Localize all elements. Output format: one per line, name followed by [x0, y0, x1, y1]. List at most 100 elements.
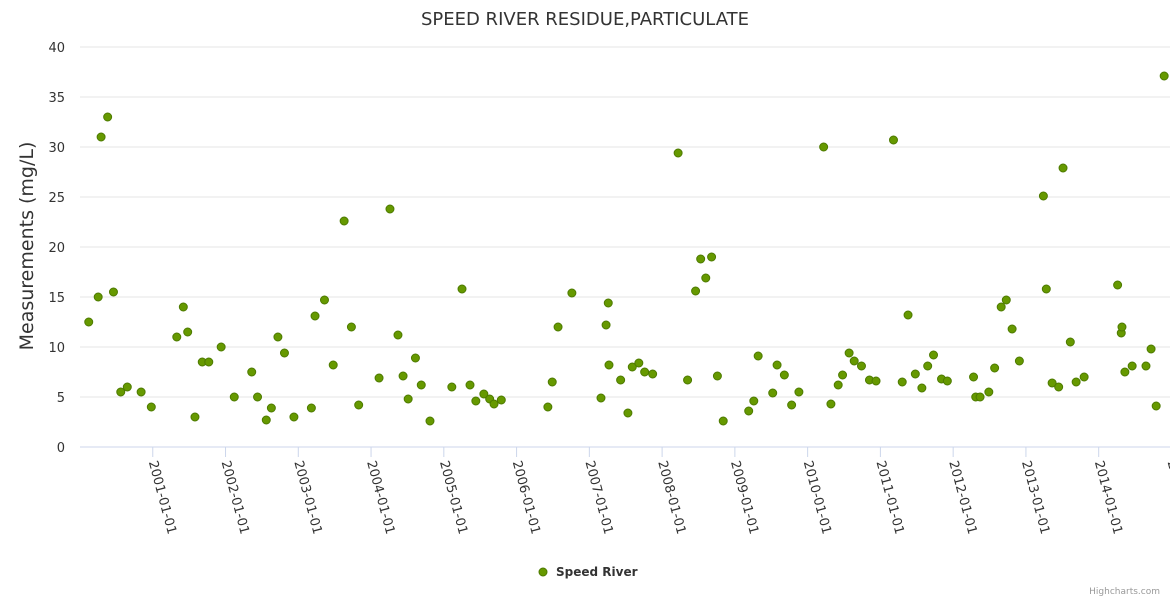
data-point[interactable]: [1079, 372, 1089, 382]
data-point[interactable]: [623, 408, 633, 418]
data-point[interactable]: [553, 322, 563, 332]
data-point[interactable]: [84, 317, 94, 327]
data-point[interactable]: [116, 387, 126, 397]
data-point[interactable]: [416, 380, 426, 390]
data-point[interactable]: [204, 357, 214, 367]
data-point[interactable]: [903, 310, 913, 320]
data-point[interactable]: [547, 377, 557, 387]
data-point[interactable]: [1120, 367, 1130, 377]
data-point[interactable]: [398, 371, 408, 381]
data-point[interactable]: [1159, 71, 1169, 81]
data-point[interactable]: [683, 375, 693, 385]
data-point[interactable]: [289, 412, 299, 422]
data-point[interactable]: [826, 399, 836, 409]
data-point[interactable]: [465, 380, 475, 390]
data-point[interactable]: [229, 392, 239, 402]
data-point[interactable]: [1117, 322, 1127, 332]
data-point[interactable]: [122, 382, 132, 392]
data-point[interactable]: [849, 356, 859, 366]
data-point[interactable]: [1151, 401, 1161, 411]
data-point[interactable]: [1054, 382, 1064, 392]
data-point[interactable]: [794, 387, 804, 397]
data-point[interactable]: [403, 394, 413, 404]
data-point[interactable]: [266, 403, 276, 413]
data-point[interactable]: [648, 369, 658, 379]
data-point[interactable]: [603, 298, 613, 308]
data-point[interactable]: [779, 370, 789, 380]
data-point[interactable]: [910, 369, 920, 379]
data-point[interactable]: [1047, 378, 1057, 388]
data-point[interactable]: [772, 360, 782, 370]
data-point[interactable]: [856, 361, 866, 371]
data-point[interactable]: [190, 412, 200, 422]
data-point[interactable]: [749, 396, 759, 406]
data-point[interactable]: [1041, 284, 1051, 294]
legend-label-speed-river[interactable]: Speed River: [556, 565, 638, 579]
data-point[interactable]: [93, 292, 103, 302]
data-point[interactable]: [328, 360, 338, 370]
data-point[interactable]: [1127, 361, 1137, 371]
data-point[interactable]: [996, 302, 1006, 312]
data-point[interactable]: [374, 373, 384, 383]
data-point[interactable]: [1146, 344, 1156, 354]
data-point[interactable]: [393, 330, 403, 340]
data-point[interactable]: [787, 400, 797, 410]
data-point[interactable]: [471, 396, 481, 406]
data-point[interactable]: [923, 361, 933, 371]
data-point[interactable]: [753, 351, 763, 361]
data-point[interactable]: [634, 358, 644, 368]
data-point[interactable]: [496, 395, 506, 405]
data-point[interactable]: [543, 402, 553, 412]
data-point[interactable]: [888, 135, 898, 145]
data-point[interactable]: [279, 348, 289, 358]
data-point[interactable]: [596, 393, 606, 403]
data-point[interactable]: [833, 380, 843, 390]
data-point[interactable]: [673, 148, 683, 158]
data-point[interactable]: [261, 415, 271, 425]
data-point[interactable]: [696, 254, 706, 264]
data-point[interactable]: [178, 302, 188, 312]
data-point[interactable]: [1058, 163, 1068, 173]
data-point[interactable]: [975, 392, 985, 402]
data-point[interactable]: [339, 216, 349, 226]
data-point[interactable]: [136, 387, 146, 397]
data-point[interactable]: [838, 370, 848, 380]
data-point[interactable]: [691, 286, 701, 296]
data-point[interactable]: [718, 416, 728, 426]
data-point[interactable]: [616, 375, 626, 385]
data-point[interactable]: [929, 350, 939, 360]
data-point[interactable]: [310, 311, 320, 321]
data-point[interactable]: [489, 399, 499, 409]
data-point[interactable]: [172, 332, 182, 342]
data-point[interactable]: [108, 287, 118, 297]
data-point[interactable]: [457, 284, 467, 294]
data-point[interactable]: [871, 376, 881, 386]
data-point[interactable]: [273, 332, 283, 342]
data-point[interactable]: [1038, 191, 1048, 201]
data-point[interactable]: [897, 377, 907, 387]
data-point[interactable]: [103, 112, 113, 122]
data-point[interactable]: [707, 252, 717, 262]
data-point[interactable]: [768, 388, 778, 398]
data-point[interactable]: [96, 132, 106, 142]
data-point[interactable]: [744, 406, 754, 416]
credits-link[interactable]: Highcharts.com: [1089, 587, 1160, 597]
data-point[interactable]: [410, 353, 420, 363]
data-point[interactable]: [712, 371, 722, 381]
data-point[interactable]: [479, 389, 489, 399]
data-point[interactable]: [247, 367, 257, 377]
data-point[interactable]: [1001, 295, 1011, 305]
data-point[interactable]: [990, 363, 1000, 373]
data-point[interactable]: [385, 204, 395, 214]
data-point[interactable]: [1007, 324, 1017, 334]
data-point[interactable]: [1065, 337, 1075, 347]
data-point[interactable]: [319, 295, 329, 305]
data-point[interactable]: [447, 382, 457, 392]
data-point[interactable]: [216, 342, 226, 352]
data-point[interactable]: [346, 322, 356, 332]
data-point[interactable]: [917, 383, 927, 393]
data-point[interactable]: [819, 142, 829, 152]
data-point[interactable]: [354, 400, 364, 410]
legend[interactable]: Speed River: [538, 565, 638, 579]
data-point[interactable]: [984, 387, 994, 397]
